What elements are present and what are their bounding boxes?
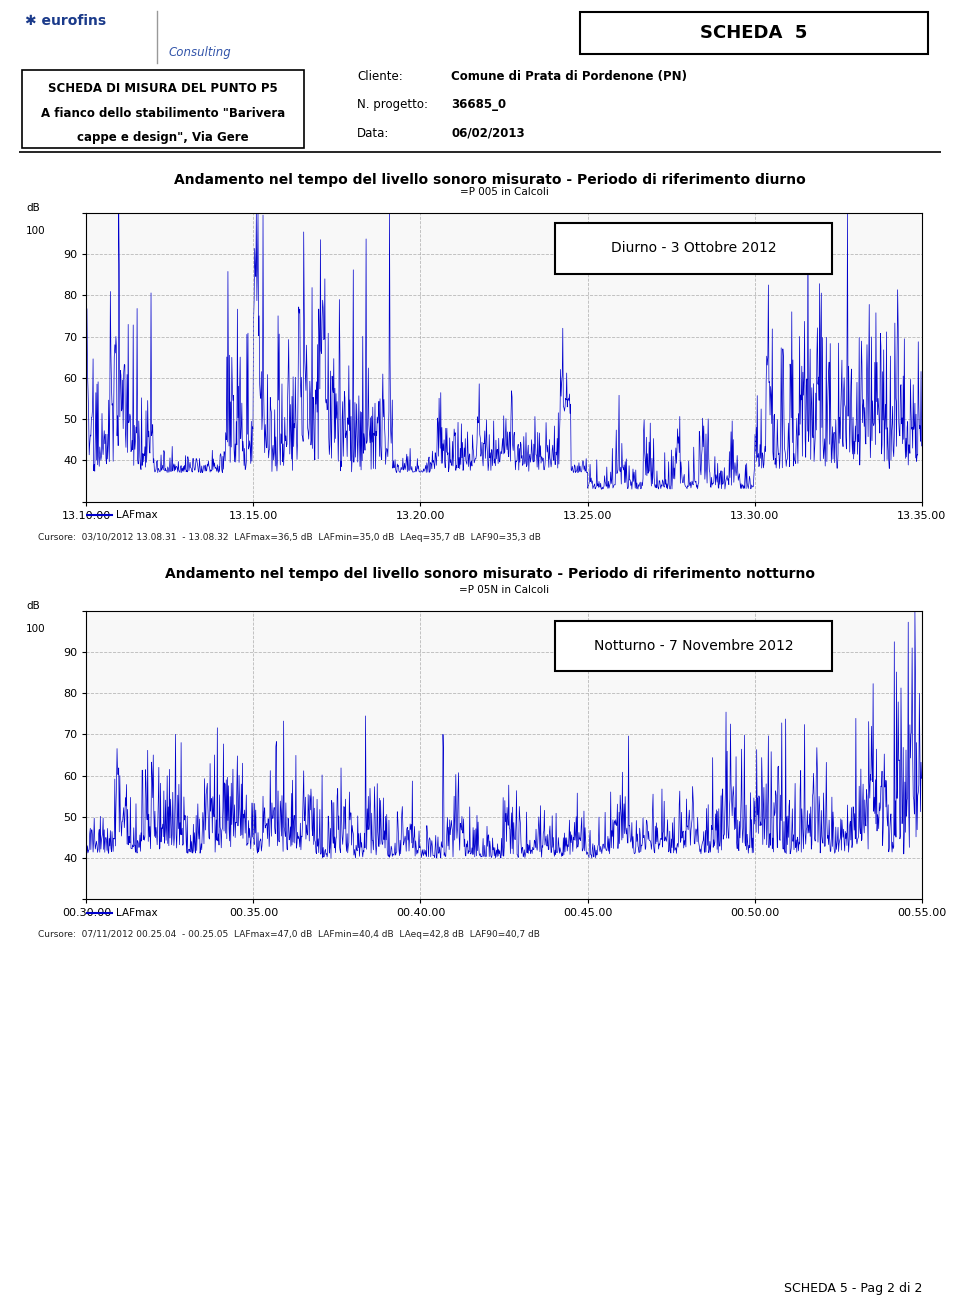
- Text: A fianco dello stabilimento "Barivera: A fianco dello stabilimento "Barivera: [41, 106, 285, 119]
- Text: Andamento nel tempo del livello sonoro misurato - Periodo di riferimento diurno: Andamento nel tempo del livello sonoro m…: [174, 173, 805, 186]
- Text: Comune di Prata di Pordenone (PN): Comune di Prata di Pordenone (PN): [451, 70, 687, 83]
- Text: ✱ eurofins: ✱ eurofins: [25, 13, 107, 28]
- Text: 100: 100: [26, 624, 46, 634]
- Text: LAFmax: LAFmax: [116, 909, 157, 918]
- Text: cappe e design", Via Gere: cappe e design", Via Gere: [78, 131, 249, 144]
- FancyBboxPatch shape: [555, 223, 832, 273]
- Text: Consulting: Consulting: [169, 46, 231, 59]
- Text: =P 005 in Calcoli: =P 005 in Calcoli: [460, 186, 548, 197]
- Text: 100: 100: [26, 226, 46, 236]
- FancyBboxPatch shape: [22, 70, 304, 148]
- Text: SCHEDA 5 - Pag 2 di 2: SCHEDA 5 - Pag 2 di 2: [784, 1281, 923, 1295]
- FancyBboxPatch shape: [580, 12, 927, 54]
- Text: LAFmax: LAFmax: [116, 511, 157, 520]
- Text: 36685_0: 36685_0: [451, 97, 506, 110]
- Text: SCHEDA DI MISURA DEL PUNTO P5: SCHEDA DI MISURA DEL PUNTO P5: [48, 83, 278, 95]
- Text: dB: dB: [26, 202, 40, 213]
- Text: dB: dB: [26, 600, 40, 611]
- Text: Andamento nel tempo del livello sonoro misurato - Periodo di riferimento notturn: Andamento nel tempo del livello sonoro m…: [164, 567, 815, 580]
- Text: N. progetto:: N. progetto:: [357, 97, 428, 110]
- Text: Cursore:  03/10/2012 13.08.31  - 13.08.32  LAFmax=36,5 dB  LAFmin=35,0 dB  LAeq=: Cursore: 03/10/2012 13.08.31 - 13.08.32 …: [38, 533, 541, 541]
- Text: Cursore:  07/11/2012 00.25.04  - 00.25.05  LAFmax=47,0 dB  LAFmin=40,4 dB  LAeq=: Cursore: 07/11/2012 00.25.04 - 00.25.05 …: [38, 931, 540, 939]
- Text: SCHEDA  5: SCHEDA 5: [700, 24, 807, 42]
- Text: Cliente:: Cliente:: [357, 70, 403, 83]
- Text: 06/02/2013: 06/02/2013: [451, 126, 524, 139]
- FancyBboxPatch shape: [555, 621, 832, 671]
- Text: =P 05N in Calcoli: =P 05N in Calcoli: [459, 584, 549, 595]
- Text: Notturno - 7 Novembre 2012: Notturno - 7 Novembre 2012: [594, 639, 793, 653]
- Text: Data:: Data:: [357, 126, 390, 139]
- Text: Diurno - 3 Ottobre 2012: Diurno - 3 Ottobre 2012: [611, 242, 777, 255]
